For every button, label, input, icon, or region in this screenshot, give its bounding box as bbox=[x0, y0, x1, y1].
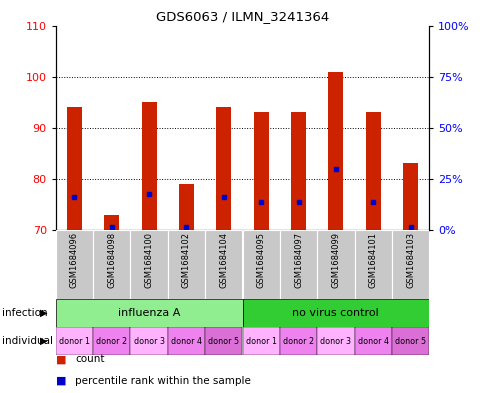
Bar bbox=[354, 230, 391, 299]
Text: count: count bbox=[75, 354, 105, 364]
Bar bbox=[365, 112, 380, 230]
Text: donor 2: donor 2 bbox=[282, 337, 314, 345]
Bar bbox=[290, 112, 305, 230]
Text: ■: ■ bbox=[56, 376, 66, 386]
Text: ▶: ▶ bbox=[40, 336, 47, 346]
Bar bbox=[242, 230, 279, 299]
Text: ■: ■ bbox=[56, 354, 66, 364]
Text: GSM1684098: GSM1684098 bbox=[107, 232, 116, 288]
Text: infection: infection bbox=[2, 308, 48, 318]
Bar bbox=[253, 112, 268, 230]
Text: donor 1: donor 1 bbox=[59, 337, 90, 345]
Text: GSM1684100: GSM1684100 bbox=[144, 232, 153, 288]
Text: GSM1684096: GSM1684096 bbox=[70, 232, 79, 288]
Bar bbox=[56, 327, 93, 355]
Title: GDS6063 / ILMN_3241364: GDS6063 / ILMN_3241364 bbox=[155, 10, 329, 23]
Text: donor 4: donor 4 bbox=[171, 337, 201, 345]
Text: influenza A: influenza A bbox=[118, 308, 180, 318]
Bar bbox=[391, 230, 428, 299]
Text: GSM1684099: GSM1684099 bbox=[331, 232, 340, 288]
Text: donor 3: donor 3 bbox=[320, 337, 350, 345]
Bar bbox=[242, 299, 428, 327]
Text: donor 2: donor 2 bbox=[96, 337, 127, 345]
Bar bbox=[56, 230, 93, 299]
Bar bbox=[328, 72, 343, 230]
Bar bbox=[317, 327, 354, 355]
Bar bbox=[205, 327, 242, 355]
Bar bbox=[391, 327, 428, 355]
Bar bbox=[167, 230, 205, 299]
Bar bbox=[354, 327, 391, 355]
Text: GSM1684103: GSM1684103 bbox=[405, 232, 414, 288]
Text: GSM1684102: GSM1684102 bbox=[182, 232, 191, 288]
Text: no virus control: no virus control bbox=[292, 308, 378, 318]
Bar bbox=[402, 163, 417, 230]
Bar bbox=[141, 102, 156, 230]
Bar bbox=[216, 107, 231, 230]
Bar bbox=[130, 327, 167, 355]
Text: individual: individual bbox=[2, 336, 53, 346]
Bar bbox=[317, 230, 354, 299]
Text: donor 5: donor 5 bbox=[208, 337, 239, 345]
Bar bbox=[279, 327, 317, 355]
Bar bbox=[179, 184, 194, 230]
Bar bbox=[56, 299, 242, 327]
Bar bbox=[242, 327, 279, 355]
Bar bbox=[130, 230, 167, 299]
Text: donor 4: donor 4 bbox=[357, 337, 388, 345]
Text: donor 1: donor 1 bbox=[245, 337, 276, 345]
Text: GSM1684095: GSM1684095 bbox=[256, 232, 265, 288]
Bar bbox=[167, 327, 205, 355]
Text: GSM1684097: GSM1684097 bbox=[293, 232, 302, 288]
Text: percentile rank within the sample: percentile rank within the sample bbox=[75, 376, 251, 386]
Bar bbox=[279, 230, 317, 299]
Bar bbox=[104, 215, 119, 230]
Text: GSM1684101: GSM1684101 bbox=[368, 232, 377, 288]
Bar bbox=[67, 107, 82, 230]
Bar bbox=[93, 230, 130, 299]
Text: donor 3: donor 3 bbox=[134, 337, 164, 345]
Text: ▶: ▶ bbox=[40, 308, 47, 318]
Text: GSM1684104: GSM1684104 bbox=[219, 232, 228, 288]
Bar bbox=[93, 327, 130, 355]
Bar bbox=[205, 230, 242, 299]
Text: donor 5: donor 5 bbox=[394, 337, 425, 345]
